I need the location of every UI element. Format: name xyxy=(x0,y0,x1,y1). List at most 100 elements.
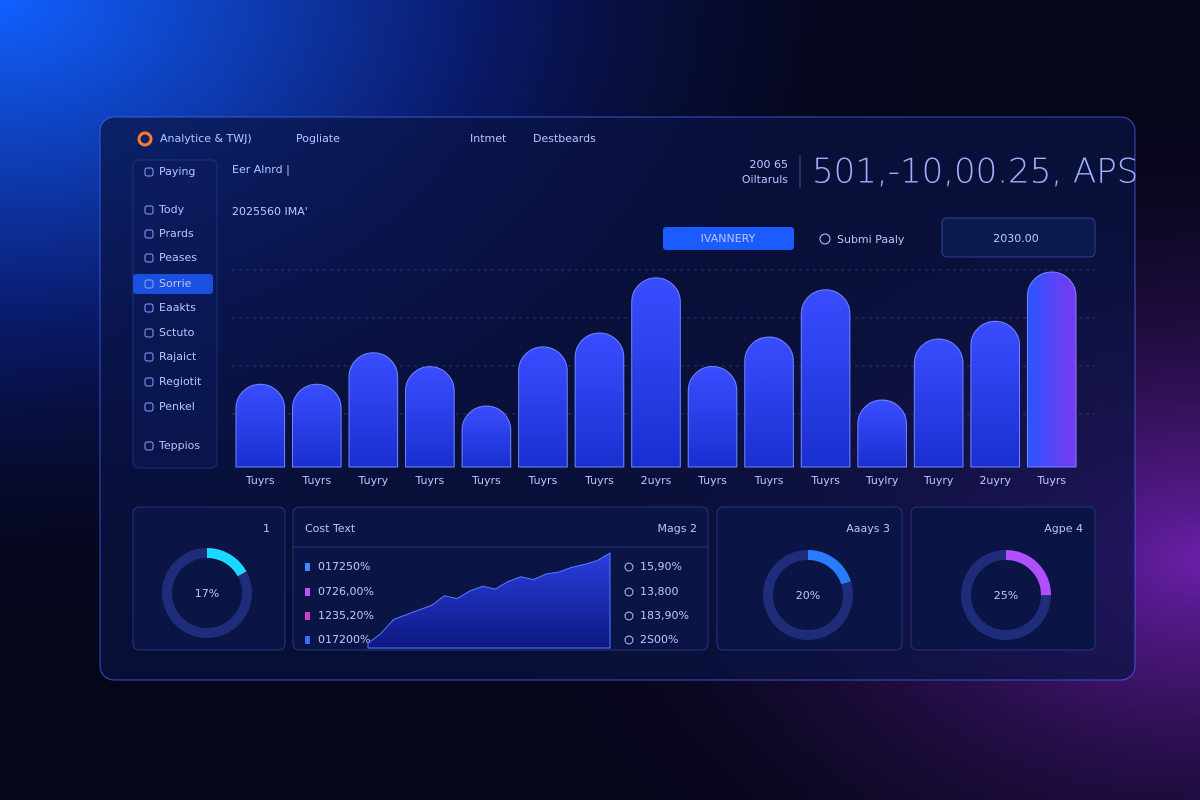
donut-arc xyxy=(763,550,853,640)
bar xyxy=(291,383,342,468)
bar xyxy=(461,405,512,468)
sidebar-item[interactable]: Penkel xyxy=(159,400,195,413)
card-badge: Mags 2 xyxy=(658,522,697,535)
icon xyxy=(144,402,154,412)
icon xyxy=(305,588,310,596)
icon xyxy=(144,167,154,177)
icon xyxy=(624,587,634,597)
x-tick-label: Tuyrs xyxy=(1036,474,1066,487)
donut-arc xyxy=(961,550,1051,640)
x-tick-label: Tuyry xyxy=(358,474,389,487)
bar xyxy=(405,366,455,468)
bar xyxy=(348,352,399,468)
button[interactable] xyxy=(663,227,794,250)
card xyxy=(716,506,903,651)
card-title: Agpe 4 xyxy=(1044,522,1083,535)
trend-area xyxy=(367,552,611,649)
x-tick-label: Tuyrs xyxy=(414,474,444,487)
sidebar-item[interactable]: Prards xyxy=(159,227,194,240)
bar xyxy=(518,346,568,468)
card-title: 1 xyxy=(263,522,270,535)
bar xyxy=(687,366,738,468)
icon xyxy=(144,205,154,215)
icon xyxy=(624,562,634,572)
icon xyxy=(144,229,154,239)
bar xyxy=(744,336,794,468)
x-tick-label: Tuyry xyxy=(923,474,954,487)
card-title: Aaays 3 xyxy=(846,522,890,535)
icon xyxy=(305,563,310,571)
icon xyxy=(144,377,154,387)
stat-label: Oiltaruls xyxy=(742,173,788,186)
menu[interactable]: Pogliate xyxy=(296,132,340,145)
bar xyxy=(1026,271,1077,468)
cards: 1 17% Aaays 3 20% Agpe 4 25% 017250% 0726,00% 12… xyxy=(162,522,1083,649)
icon xyxy=(305,636,310,644)
stat: 017250% xyxy=(318,560,370,573)
x-tick-label: Tuyrs xyxy=(584,474,614,487)
sidebar-item[interactable]: Sorrie xyxy=(159,277,192,290)
search[interactable]: Eer Alnrd | xyxy=(232,163,290,176)
x-tick-label: 2uyry xyxy=(979,474,1011,487)
sidebar-item[interactable]: Paying xyxy=(159,165,195,178)
nav-item[interactable]: Destbeards xyxy=(533,132,596,145)
headline: 501,-10,00.25, APS xyxy=(812,152,1138,192)
active-item xyxy=(133,274,213,294)
icon xyxy=(624,635,634,645)
bar xyxy=(235,383,286,468)
bar xyxy=(574,332,625,468)
bar xyxy=(970,320,1021,468)
nav-item[interactable]: Intmet xyxy=(470,132,507,145)
sidebar-item[interactable]: Rajaict xyxy=(159,350,197,363)
sidebar-item[interactable]: Peases xyxy=(159,251,197,264)
total-box xyxy=(941,217,1096,258)
icon xyxy=(624,611,634,621)
sidebar xyxy=(132,159,218,469)
bar xyxy=(913,338,964,468)
date: 2025560 IMA' xyxy=(232,205,308,218)
donut-label: 17% xyxy=(195,587,219,600)
total: 2030.00 xyxy=(993,232,1039,245)
x-tick-label: Tuylry xyxy=(865,474,899,487)
x-tick-label: Tuyrs xyxy=(528,474,558,487)
icon xyxy=(144,352,154,362)
stat: 13,800 xyxy=(640,585,679,598)
x-tick-label: Tuyrs xyxy=(245,474,275,487)
stat: 2S00% xyxy=(640,633,678,646)
app-title[interactable]: Analytice & TWJ) xyxy=(160,132,252,145)
card xyxy=(910,506,1096,651)
sidebar-item[interactable]: Tody xyxy=(158,203,185,216)
x-tick-label: 2uyrs xyxy=(641,474,672,487)
donut-label: 20% xyxy=(796,589,820,602)
bar xyxy=(857,399,907,468)
x-tick-label: Tuyrs xyxy=(471,474,501,487)
icon xyxy=(144,253,154,263)
icon xyxy=(305,612,310,620)
stat: 15,90% xyxy=(640,560,682,573)
logo xyxy=(137,131,153,147)
icon xyxy=(144,303,154,313)
bar-chart: Tuyrs Tuyrs Tuyry Tuyrs Tuyrs Tuyrs Tuyrs 2uyrs… xyxy=(235,271,1077,487)
sidebar-item[interactable]: Teppios xyxy=(158,439,200,452)
sidebar-items: Paying Tody Prards Peases Sorrie Eaakts Sctuto… xyxy=(133,165,213,452)
stat: 017200% xyxy=(318,633,370,646)
x-tick-label: Tuyrs xyxy=(697,474,727,487)
bar xyxy=(800,289,851,468)
icon xyxy=(144,441,154,451)
button-label[interactable]: IVANNERY xyxy=(701,232,756,245)
card-title: Cost Text xyxy=(305,522,356,535)
x-tick-label: Tuyrs xyxy=(301,474,331,487)
link[interactable]: Submi Paaly xyxy=(837,233,905,246)
bar xyxy=(631,277,681,468)
sidebar-item[interactable]: Sctuto xyxy=(159,326,195,339)
donut-label: 25% xyxy=(994,589,1018,602)
sidebar-item[interactable]: Eaakts xyxy=(159,301,196,314)
donut-arc xyxy=(162,548,252,638)
x-tick-label: Tuyrs xyxy=(754,474,784,487)
sidebar-item[interactable]: Regiotit xyxy=(159,375,202,388)
x-tick-label: Tuyrs xyxy=(810,474,840,487)
stat: 183,90% xyxy=(640,609,689,622)
icon xyxy=(819,233,831,245)
